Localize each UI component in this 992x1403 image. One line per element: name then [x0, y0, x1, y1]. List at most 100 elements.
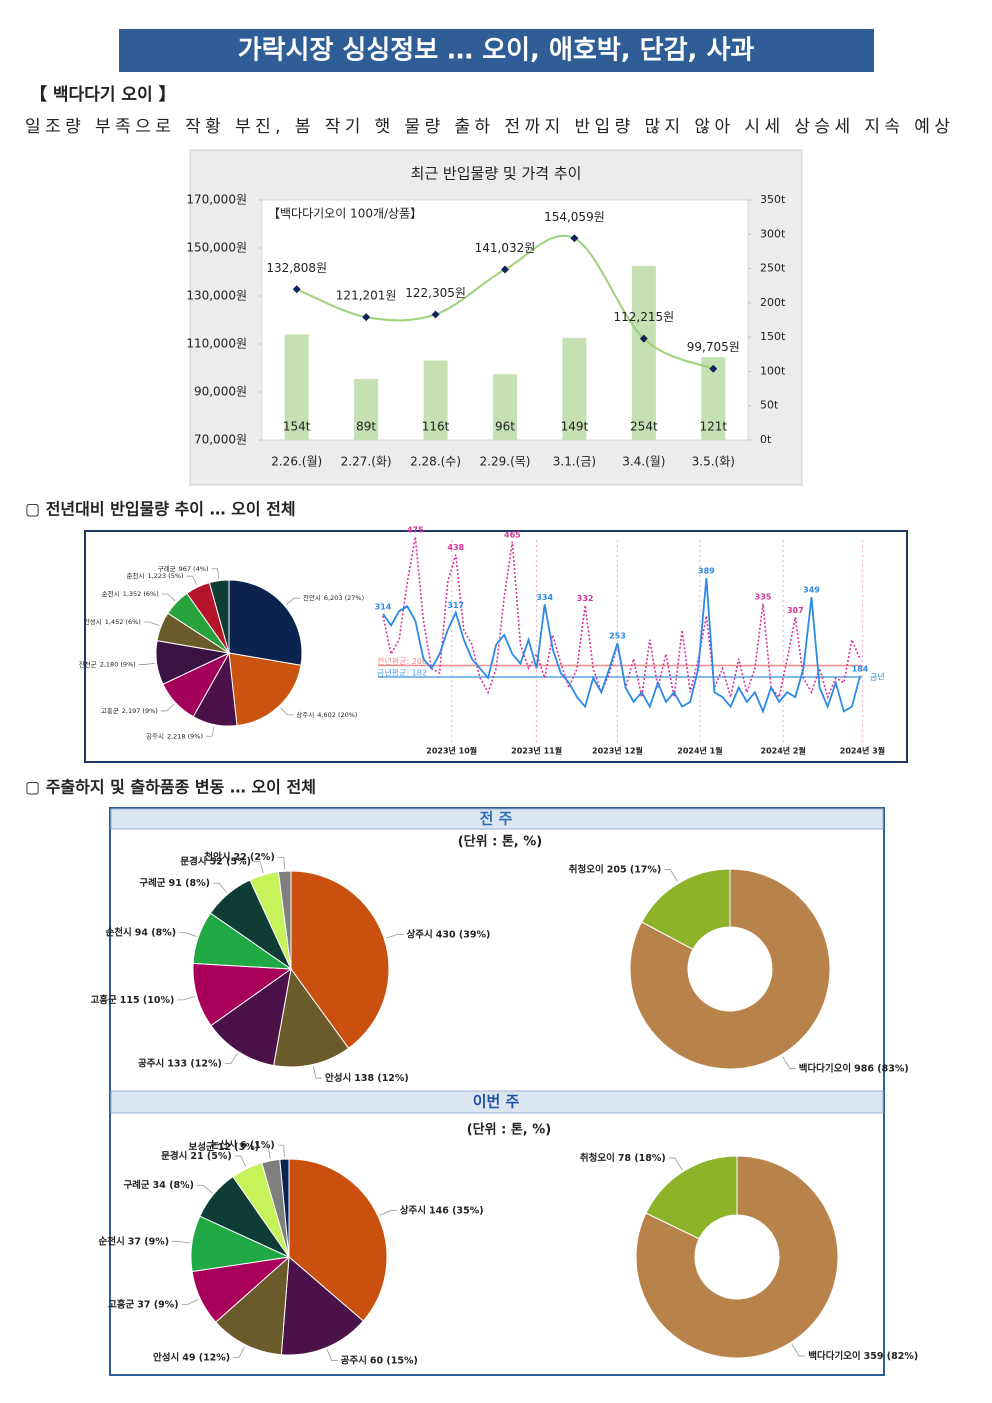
pie-slice — [215, 1255, 290, 1356]
slice-label: 백다다기오이 359 (82%) — [808, 1350, 918, 1362]
slice-label: 취청오이 205 (17%) — [569, 863, 662, 875]
slice-value: 37 (9%) — [137, 1299, 178, 1310]
slice-label: 안성시 49 (12%) — [153, 1351, 230, 1363]
slice-value: 22 (2%) — [233, 852, 274, 863]
leader-line — [179, 932, 197, 937]
header-bar — [110, 1090, 884, 1114]
slice-value: 6 (1%) — [240, 1140, 275, 1151]
price-label: 99,705원 — [687, 340, 740, 354]
slice-value: 91 (8%) — [169, 878, 210, 889]
price-label: 154,059원 — [544, 210, 605, 224]
pie-slice — [210, 967, 292, 1067]
leader-line — [206, 726, 215, 737]
point-label: 465 — [504, 530, 521, 539]
slice-label: 문경시 52 (5%) — [180, 855, 251, 867]
slice-value: 49 (12%) — [182, 1352, 230, 1363]
leader-line — [211, 568, 220, 579]
slice-value: 359 (82%) — [864, 1351, 919, 1362]
slice-name: 구례군 — [158, 564, 176, 573]
slice-label: 논산시 6 (1%) — [211, 1139, 275, 1151]
leader-line — [277, 1144, 285, 1158]
leader-line — [161, 593, 176, 602]
slice-value: 21 (5%) — [190, 1150, 231, 1161]
price-marker — [431, 310, 440, 319]
price-label: 122,305원 — [405, 286, 466, 300]
slice-name: 백다다기오이 — [799, 1062, 851, 1074]
x-tick-label: 3.5.(화) — [692, 455, 735, 469]
slice-label: 천안시 22 (2%) — [204, 851, 275, 863]
slice-value: 138 (12%) — [354, 1073, 409, 1084]
slice-label: 춘천시 1,223 (5%) — [127, 571, 184, 580]
y2-tick-label: 150t — [760, 330, 786, 343]
slice-label: 고흥군 2,197 (9%) — [101, 706, 158, 715]
slice-name: 진천군 — [79, 660, 97, 669]
x-tick-label: 2024년 2월 — [761, 746, 806, 756]
point-label: 184 — [852, 665, 869, 674]
y2-tick-label: 300t — [760, 227, 786, 240]
slice-value: 1,223 (5%) — [148, 572, 184, 580]
summary: 일조량 부족으로 작황 부진, 봄 작기 햇 물량 출하 전까지 반입량 많지 … — [25, 117, 950, 137]
page-title: 가락시장 싱싱정보 … 오이, 애호박, 단감, 사과 — [238, 36, 755, 66]
slice-name: 상주시 — [407, 928, 433, 940]
slice-label: 구례군 91 (8%) — [139, 877, 210, 889]
x-tick-label: 2023년 12월 — [592, 746, 643, 756]
slice-label: 취청오이 78 (18%) — [580, 1151, 666, 1163]
leader-line — [233, 1346, 245, 1358]
point-label: 389 — [698, 567, 715, 576]
slice-name: 고흥군 — [108, 1298, 134, 1310]
pie-slice — [273, 967, 350, 1068]
price-label: 121,201원 — [336, 289, 397, 303]
slice-name: 취청오이 — [569, 863, 604, 875]
slice-value: 60 (15%) — [370, 1355, 418, 1366]
point-label: 475 — [407, 526, 424, 535]
price-label: 112,215원 — [614, 310, 675, 324]
bar-label: 149t — [561, 420, 589, 434]
section-label: 【 백다다기 오이 】 — [30, 84, 176, 105]
leader-line — [280, 707, 294, 716]
pie-slice — [290, 870, 390, 1049]
bar — [354, 378, 379, 440]
point-label: 334 — [536, 593, 553, 602]
pie-slice — [228, 579, 303, 666]
slice-label: 문경시 21 (5%) — [161, 1149, 232, 1161]
leader-line — [253, 860, 264, 874]
pie-slice — [629, 868, 831, 1070]
leader-line — [172, 1240, 191, 1244]
slice-label: 백다다기오이 986 (83%) — [799, 1062, 909, 1074]
point-label: 317 — [447, 601, 464, 610]
slice-value: 430 (39%) — [436, 929, 491, 940]
price-marker — [292, 285, 301, 294]
leader-line — [160, 703, 175, 712]
slice-name: 공주시 — [341, 1355, 367, 1366]
pie-slice — [228, 652, 302, 727]
x-tick-label: 2023년 10월 — [426, 746, 477, 756]
leader-line — [186, 575, 198, 586]
slice-value: 37 (9%) — [128, 1236, 169, 1247]
slice-name: 문경시 — [180, 855, 206, 867]
price-label: 141,032원 — [475, 241, 536, 255]
y-tick-label: 70,000원 — [194, 433, 247, 447]
bar-label: 89t — [356, 420, 376, 434]
leader-line — [181, 1299, 199, 1305]
y2-tick-label: 50t — [760, 399, 779, 412]
x-tick-label: 3.4.(월) — [622, 455, 665, 469]
section-heading: ▢ 전년대비 반입물량 추이 … 오이 전체 — [25, 500, 296, 519]
price-marker — [709, 364, 718, 373]
y-tick-label: 110,000원 — [186, 337, 247, 351]
slice-name: 안성시 — [84, 617, 102, 626]
slice-name: 천안시 — [204, 851, 230, 863]
leader-line — [234, 1155, 247, 1167]
y-tick-label: 150,000원 — [186, 241, 247, 255]
bar-label: 254t — [630, 420, 658, 434]
x-tick-label: 2023년 11월 — [511, 746, 562, 756]
slice-value: 205 (17%) — [607, 864, 662, 875]
x-tick-label: 2.28.(수) — [410, 455, 461, 469]
slice-value: 6,203 (27%) — [324, 594, 364, 602]
reference-label: 전년평균: 206 — [377, 656, 427, 666]
price-marker — [362, 313, 371, 322]
leader-line — [668, 1157, 683, 1170]
header-bar — [110, 808, 884, 830]
slice-name: 순천시 — [99, 1236, 125, 1247]
slice-value: 1,452 (6%) — [105, 618, 141, 626]
